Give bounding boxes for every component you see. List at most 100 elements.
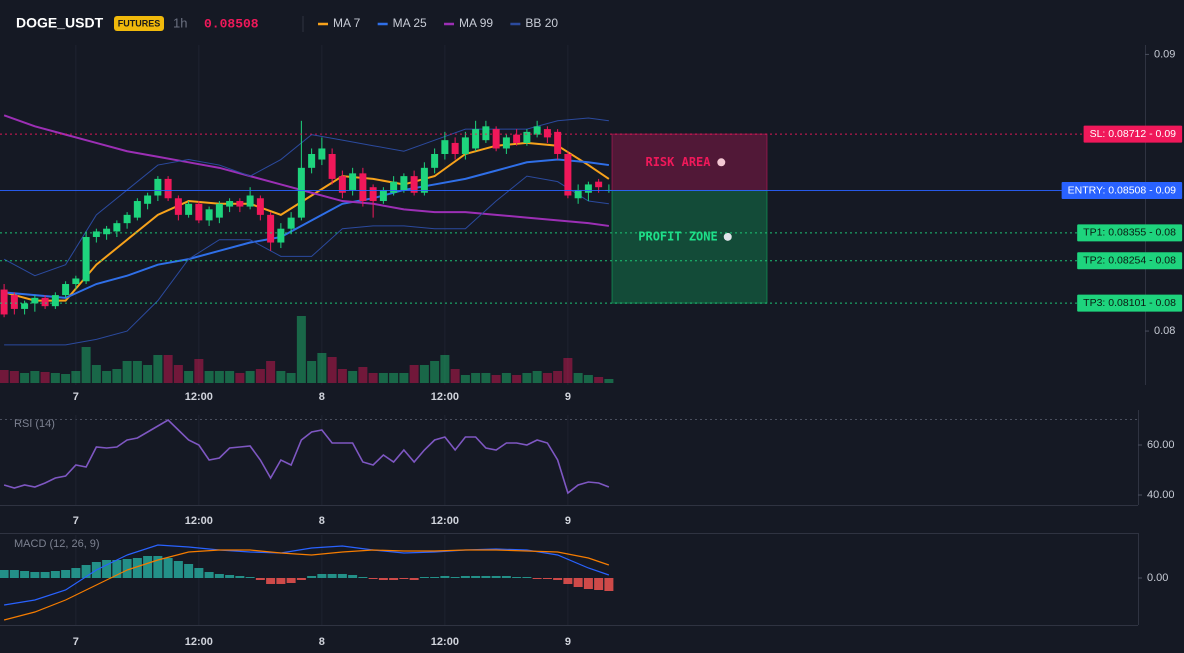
volume-bar	[337, 369, 347, 383]
volume-bar	[20, 373, 30, 383]
candle-body	[195, 203, 203, 221]
macd-histogram-bar	[348, 575, 358, 578]
volume-bar	[225, 371, 235, 383]
macd-line	[3, 549, 610, 621]
volume-bar	[296, 316, 306, 383]
macd-histogram-bar	[61, 570, 71, 578]
volume-bar	[50, 373, 60, 383]
macd-histogram-bar	[163, 558, 173, 578]
level-tag-text: TP1: 0.08355 - 0.08	[1083, 227, 1176, 239]
x-tick-label: 8	[319, 515, 325, 527]
macd-histogram-bar	[286, 578, 296, 583]
volume-bar	[460, 375, 470, 383]
macd-histogram-bar	[173, 561, 183, 578]
volume-bar	[399, 373, 409, 383]
candle-body	[420, 167, 428, 193]
macd-histogram-bar	[450, 577, 460, 578]
macd-histogram-bar	[553, 578, 563, 580]
legend-label: BB 20	[525, 16, 558, 30]
bollinger-band	[4, 175, 609, 346]
level-tag	[1077, 294, 1183, 312]
macd-histogram-bar	[81, 565, 91, 578]
volume-bar	[471, 373, 481, 383]
volume-bar	[173, 365, 183, 383]
candle-body	[400, 176, 408, 190]
volume-bar	[91, 365, 101, 383]
level-tag-text: SL: 0.08712 - 0.09	[1090, 128, 1177, 140]
candle-body	[472, 129, 480, 149]
volume-bar	[358, 367, 368, 383]
volume-bar	[122, 361, 132, 383]
x-tick-label: 9	[565, 636, 571, 648]
volume-bar	[40, 372, 50, 383]
macd-histogram-bar	[214, 574, 224, 578]
candle-body	[246, 195, 254, 207]
candle-body	[215, 203, 223, 218]
candle-body	[205, 209, 213, 221]
macd-histogram-bar	[153, 556, 163, 578]
x-tick-label: 9	[565, 391, 571, 403]
macd-histogram-bar	[296, 578, 306, 580]
macd-histogram-bar	[102, 560, 112, 578]
candle-body	[554, 131, 562, 154]
volume-bar	[266, 361, 276, 383]
volume-bar	[378, 373, 388, 383]
interval[interactable]: 1h	[173, 15, 187, 30]
candle-body	[287, 217, 295, 229]
candle-body	[482, 126, 490, 141]
volume-bar	[184, 371, 194, 383]
volume-bar	[604, 379, 614, 383]
macd-histogram-bar	[225, 575, 235, 578]
volume-bar	[214, 371, 224, 383]
zone	[611, 190, 768, 304]
candle-body	[513, 134, 521, 143]
macd-histogram-bar	[71, 568, 81, 578]
volume-bar	[542, 373, 552, 383]
zone	[611, 133, 768, 192]
macd-histogram-bar	[501, 576, 511, 578]
macd-histogram-bar	[368, 578, 378, 579]
candle-body	[41, 297, 49, 307]
macd-histogram-bar	[512, 577, 522, 578]
level-tag-text: TP3: 0.08101 - 0.08	[1083, 297, 1176, 309]
bollinger-band	[3, 117, 609, 277]
legend-label: MA 25	[393, 16, 427, 30]
candle-body	[10, 295, 18, 309]
candle-body	[461, 137, 469, 154]
candle-body	[256, 198, 264, 215]
volume-bar	[594, 377, 604, 383]
candle-body	[103, 228, 111, 235]
macd-histogram-bar	[204, 572, 214, 578]
macd-histogram-bar	[563, 578, 573, 584]
candle-body	[574, 189, 582, 199]
macd-histogram-bar	[491, 576, 501, 578]
macd-line	[4, 544, 610, 606]
macd-histogram-bar	[132, 558, 142, 578]
x-tick-label: 7	[73, 636, 79, 648]
y-tick-label: 40.00	[1147, 489, 1175, 501]
pane-title: RSI (14)	[14, 418, 55, 430]
volume-bar	[512, 375, 522, 383]
zone-icon	[723, 232, 732, 241]
volume-bar	[440, 355, 450, 383]
volume-bar	[430, 361, 440, 383]
candle-body	[21, 303, 29, 309]
macd-histogram-bar	[30, 572, 40, 578]
volume-bar	[30, 371, 40, 383]
volume-bar	[245, 371, 255, 383]
candle-body	[543, 129, 551, 138]
x-tick-label: 7	[73, 391, 79, 403]
x-tick-label: 12:00	[431, 515, 459, 527]
volume-bar	[583, 375, 593, 383]
level-tag-text: TP2: 0.08254 - 0.08	[1083, 255, 1176, 267]
candle-body	[338, 176, 346, 193]
candle-body	[502, 137, 510, 149]
candle-body	[595, 181, 603, 188]
macd-histogram-bar	[532, 578, 542, 579]
candle-body	[133, 201, 141, 218]
candle-body	[31, 297, 39, 304]
volume-bar	[286, 373, 296, 383]
candle-body	[349, 173, 357, 190]
volume-bar	[307, 361, 317, 383]
